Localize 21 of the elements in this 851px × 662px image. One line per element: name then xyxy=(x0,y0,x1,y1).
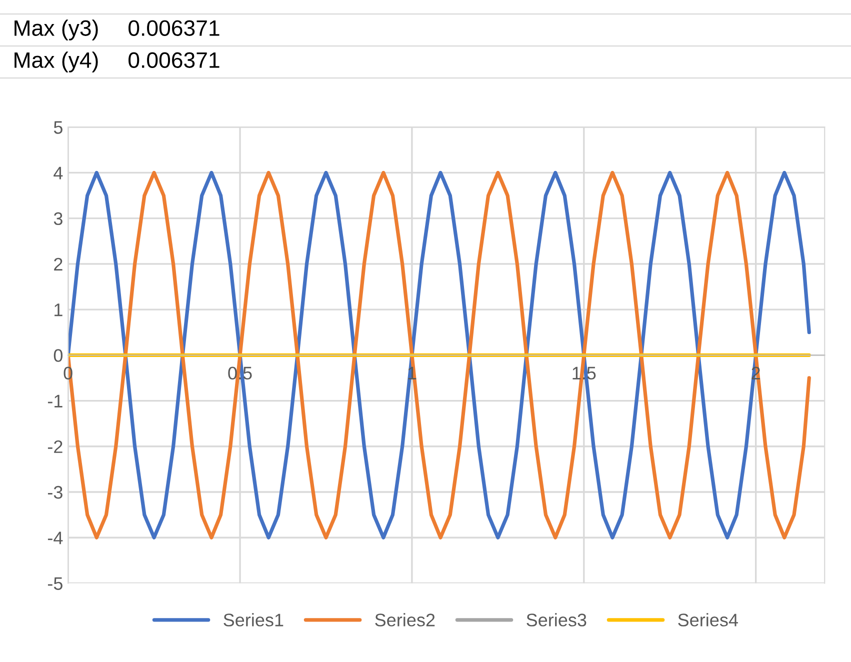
text: 0.006371 xyxy=(128,52,220,68)
y-tick-label: -4 xyxy=(48,532,63,544)
text: Max (y3) xyxy=(14,20,98,40)
y-tick-label: -2 xyxy=(48,440,62,453)
y-tick-label: -1 xyxy=(48,394,62,408)
x-tick-label: 1 xyxy=(408,366,416,380)
y-tick-label: 3 xyxy=(54,212,62,226)
legend-label: Series1 xyxy=(224,613,284,626)
x-tick-label: 2 xyxy=(752,366,760,380)
y-tick-label: 1 xyxy=(54,304,62,316)
legend-label: Series4 xyxy=(678,613,738,626)
y-tick-label: 2 xyxy=(54,258,62,270)
y-tick-label: -5 xyxy=(48,577,62,590)
text: 0.006371 xyxy=(128,20,220,36)
y-tick-label: -3 xyxy=(48,486,62,499)
text: Max (y4) xyxy=(14,52,98,72)
y-tick-label: 5 xyxy=(54,121,62,134)
y-tick-label: 0 xyxy=(54,349,63,362)
legend-label: Series2 xyxy=(375,613,435,626)
y-tick-label: 4 xyxy=(54,166,63,180)
legend-label: Series3 xyxy=(526,613,586,626)
